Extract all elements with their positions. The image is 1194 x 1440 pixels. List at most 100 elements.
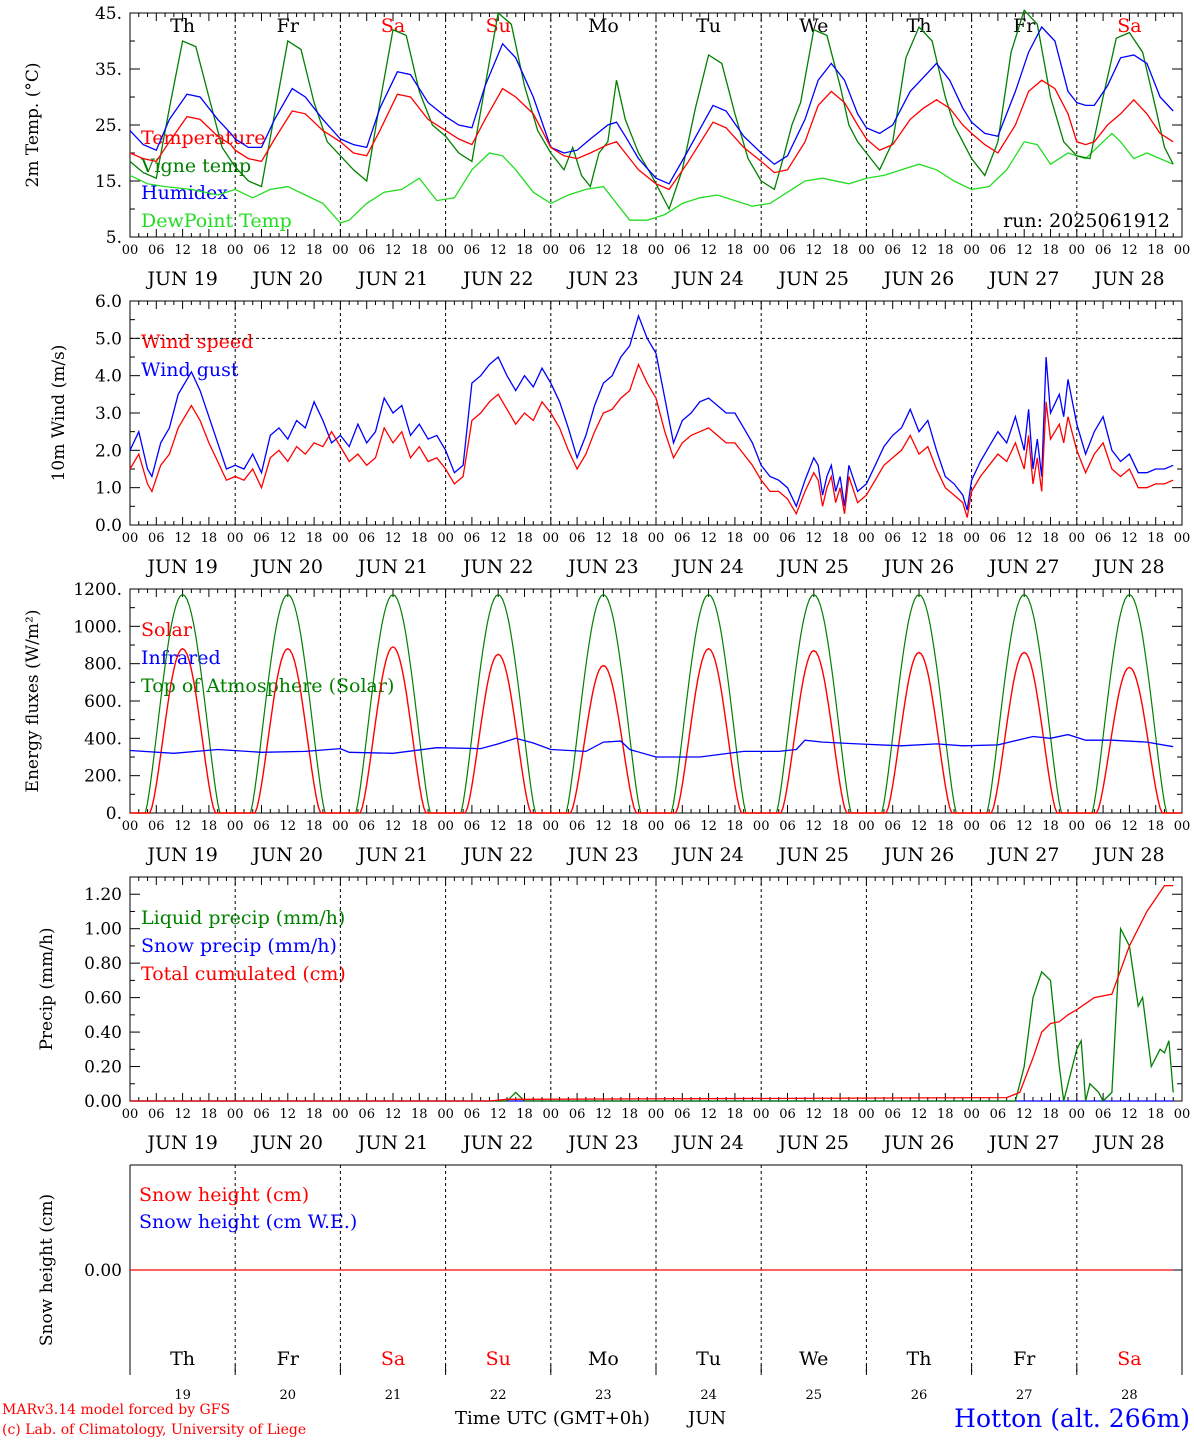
x-hour-label: 00 [858,531,875,546]
x-hour-label: 06 [779,1107,796,1122]
x-hour-label: 12 [700,531,717,546]
snow-ylabel: Snow height (cm) [37,1194,57,1346]
x-hour-label: 00 [543,243,560,258]
x-hour-label: 00 [543,531,560,546]
x-hour-label: 06 [148,243,165,258]
x-date-label: JUN 25 [777,268,849,290]
snow-legend: Snow height (cm) Snow height (cm W.E.) [139,1184,357,1233]
day-number-label: 23 [595,1388,612,1403]
legend-temperature: Temperature [141,127,265,149]
x-hour-label: 00 [437,243,454,258]
x-hour-label: 00 [122,531,139,546]
weekday-label: Tu [696,15,721,37]
x-hour-label: 18 [832,819,849,834]
x-hour-label: 18 [1147,819,1164,834]
wind-panel: 10m Wind (m/s) Wind speed Wind gust [49,300,1183,526]
credit-line-2: (c) Lab. of Climatology, University of L… [2,1422,306,1438]
x-hour-label: 00 [1069,243,1086,258]
x-hour-label: 00 [648,531,665,546]
x-hour-label: 18 [621,243,638,258]
x-hour-label: 06 [464,819,481,834]
x-date-label: JUN 21 [356,844,428,866]
x-date-label: JUN 26 [882,844,954,866]
x-hour-label: 18 [1147,243,1164,258]
x-hour-label: 06 [358,243,375,258]
x-date-label: JUN 19 [145,556,217,578]
y-tick-label: 3.0 [95,404,122,424]
x-hour-label: 06 [1095,243,1112,258]
x-hour-label: 12 [595,819,612,834]
weekday-label: Th [170,15,195,37]
x-hour-label: 12 [385,531,402,546]
x-date-label: JUN 24 [671,556,743,578]
x-hour-label: 06 [674,243,691,258]
x-date-label: JUN 19 [145,268,217,290]
x-hour-label: 12 [385,819,402,834]
x-date-label: JUN 28 [1092,268,1164,290]
y-tick-label: 1200. [73,580,122,600]
energy-frame [129,588,1183,814]
x-hour-label: 06 [990,819,1007,834]
x-axis-month: JUN [686,1408,726,1429]
x-date-label: JUN 27 [987,556,1059,578]
x-hour-label: 00 [543,819,560,834]
x-hour-label: 18 [1042,1107,1059,1122]
x-hour-label: 00 [227,531,244,546]
wind-gust-line [129,313,1174,511]
solar-line [130,646,1182,814]
x-hour-label: 12 [174,531,191,546]
x-hour-label: 18 [306,819,323,834]
x-hour-label: 00 [963,243,980,258]
x-date-label: JUN 28 [1092,556,1164,578]
x-date-label: JUN 20 [251,844,323,866]
x-hour-label: 12 [911,531,928,546]
x-hour-label: 06 [674,819,691,834]
x-hour-label: 18 [937,243,954,258]
x-hour-label: 18 [306,1107,323,1122]
day-number-label: 21 [385,1388,402,1403]
x-date-label: JUN 24 [671,844,743,866]
x-hour-label: 18 [832,243,849,258]
x-date-label: JUN 22 [461,268,533,290]
x-hour-label: 12 [700,1107,717,1122]
x-hour-label: 06 [253,1107,270,1122]
x-date-label: JUN 26 [882,556,954,578]
temperature-frame [129,12,1183,238]
x-hour-label: 18 [516,1107,533,1122]
weekday-label: Sa [1117,1348,1141,1370]
x-hour-label: 00 [227,1107,244,1122]
x-date-label: JUN 27 [987,268,1059,290]
x-hour-label: 12 [1016,243,1033,258]
legend-total-cumulated: Total cumulated (cm) [141,963,346,985]
x-date-label: JUN 24 [671,1132,743,1154]
x-hour-label: 18 [201,819,218,834]
x-hour-label: 06 [779,819,796,834]
weekday-label: Sa [381,1348,405,1370]
credit-line-1: MARv3.14 model forced by GFS [2,1402,230,1418]
x-hour-label: 12 [490,819,507,834]
x-hour-label: 00 [332,1107,349,1122]
x-hour-label: 12 [1121,531,1138,546]
x-date-label: JUN 22 [461,1132,533,1154]
infrared-line [129,733,1174,758]
y-tick-label: 4.0 [95,367,122,387]
x-hour-label: 06 [148,531,165,546]
x-date-label: JUN 26 [882,268,954,290]
y-tick-label: 400. [84,729,122,749]
y-tick-label: 0. [106,804,122,824]
x-hour-label: 06 [569,531,586,546]
x-hour-label: 12 [595,1107,612,1122]
x-hour-label: 18 [306,243,323,258]
legend-snow-precip: Snow precip (mm/h) [141,935,337,957]
x-hour-label: 12 [595,243,612,258]
x-hour-label: 12 [490,243,507,258]
weekday-label: Mo [588,15,619,37]
x-hour-label: 00 [858,1107,875,1122]
x-date-label: JUN 28 [1092,1132,1164,1154]
y-tick-label: 800. [84,655,122,675]
x-date-label: JUN 19 [145,1132,217,1154]
vigne-temp-line [129,8,1174,211]
x-hour-label: 18 [1042,819,1059,834]
x-hour-label: 18 [727,1107,744,1122]
